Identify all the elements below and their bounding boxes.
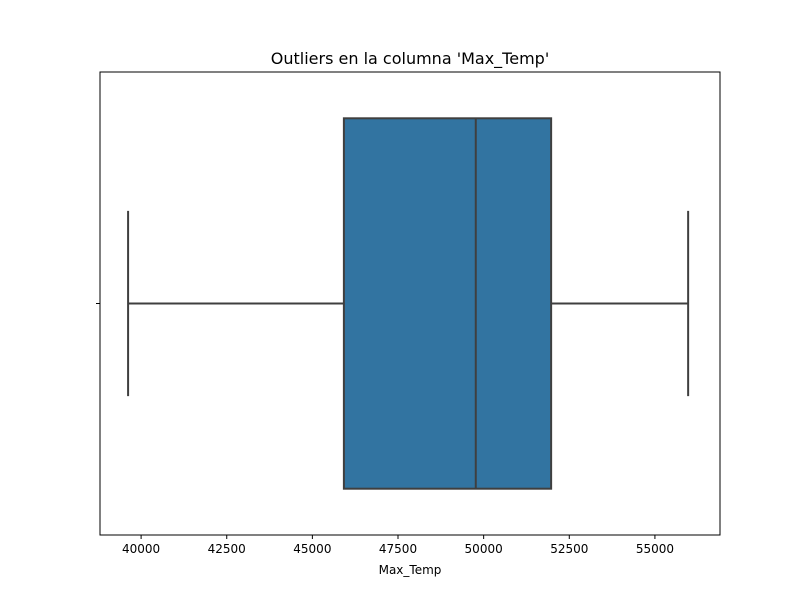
x-axis-label: Max_Temp xyxy=(379,563,442,577)
x-tick-label: 40000 xyxy=(122,542,160,556)
plot-area xyxy=(127,117,690,490)
x-tick-label: 55000 xyxy=(636,542,674,556)
x-tick-label: 47500 xyxy=(379,542,417,556)
x-tick-label: 42500 xyxy=(208,542,246,556)
x-tick-label: 52500 xyxy=(550,542,588,556)
chart-title: Outliers en la columna 'Max_Temp' xyxy=(271,49,549,69)
x-axis-ticks: 40000 42500 45000 47500 50000 52500 55000 xyxy=(122,535,674,556)
iqr-box xyxy=(342,117,553,490)
x-tick-label: 50000 xyxy=(465,542,503,556)
x-tick-label: 45000 xyxy=(293,542,331,556)
